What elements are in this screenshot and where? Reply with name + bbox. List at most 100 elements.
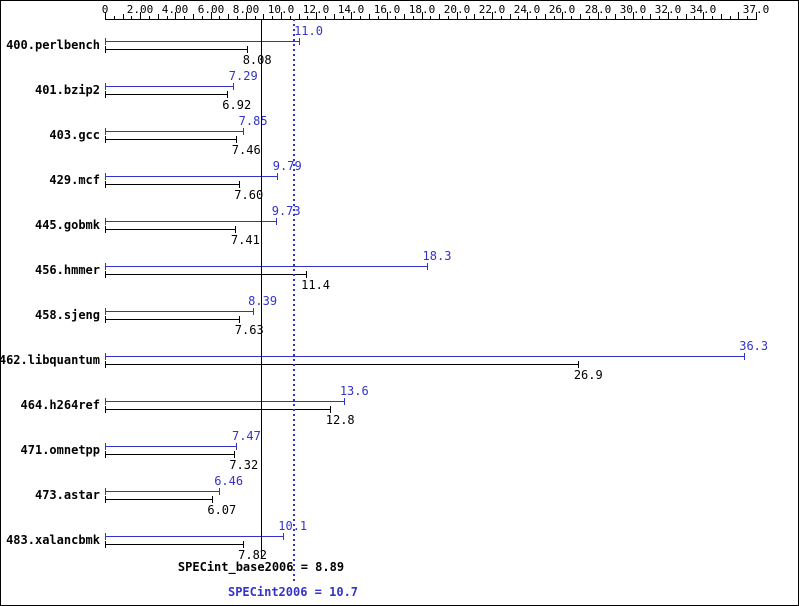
base-mean-annotation: SPECint_base2006 = 8.89 (177, 560, 345, 574)
x-axis-tick (316, 12, 317, 19)
peak-bar (105, 536, 283, 537)
peak-value-label: 11.0 (294, 24, 323, 38)
x-axis-tick (606, 16, 607, 19)
peak-bar-cap-left (105, 308, 106, 315)
x-axis-tick (404, 14, 405, 19)
x-axis-tick (387, 12, 388, 19)
x-axis-tick (756, 12, 757, 19)
base-value-label: 7.41 (230, 233, 260, 247)
peak-bar-cap-right (744, 353, 745, 360)
x-axis-tick-label: 26.0 (548, 3, 576, 16)
x-axis-tick (343, 16, 344, 19)
peak-mean-annotation: SPECint2006 = 10.7 (227, 585, 359, 599)
base-bar (105, 139, 236, 140)
x-axis-tick (439, 14, 440, 19)
peak-bar (105, 491, 219, 492)
benchmark-label: 458.sjeng (34, 308, 100, 322)
x-axis-tick-label: 22.0 (478, 3, 506, 16)
peak-bar-cap-right (277, 173, 278, 180)
x-axis-tick-label: 6.00 (197, 3, 225, 16)
base-value-label: 6.07 (207, 503, 237, 517)
base-value-label: 7.82 (238, 548, 268, 562)
x-axis-tick (334, 14, 335, 19)
base-bar-cap-left (105, 541, 106, 548)
benchmark-label: 403.gcc (49, 128, 100, 142)
x-axis-tick (738, 12, 739, 19)
x-axis-tick (413, 16, 414, 19)
x-axis-tick (624, 16, 625, 19)
x-axis-tick (105, 12, 106, 19)
base-value-label: 7.32 (229, 458, 259, 472)
base-bar (105, 274, 306, 275)
base-bar (105, 319, 239, 320)
peak-bar (105, 221, 276, 222)
peak-bar-cap-right (344, 398, 345, 405)
x-axis-tick (501, 16, 502, 19)
x-axis-tick (545, 14, 546, 19)
x-axis-tick (272, 16, 273, 19)
x-axis-tick (457, 12, 458, 19)
x-axis-tick (554, 16, 555, 19)
peak-bar-cap-right (283, 533, 284, 540)
x-axis-tick (237, 16, 238, 19)
x-axis-tick (211, 12, 212, 19)
reference-line-peak-mean (293, 19, 295, 583)
x-axis-tick (633, 12, 634, 19)
x-axis-tick-label: 4.00 (161, 3, 189, 16)
x-axis-tick (598, 12, 599, 19)
peak-value-label: 18.3 (422, 249, 452, 263)
peak-bar-cap-right (243, 128, 244, 135)
base-bar-cap-right (247, 46, 248, 53)
x-axis-tick (140, 12, 141, 19)
x-axis-tick (246, 12, 247, 19)
peak-value-label: 7.85 (238, 114, 268, 128)
x-axis-tick (615, 14, 616, 19)
x-axis-tick (149, 16, 150, 19)
peak-bar-cap-left (105, 488, 106, 495)
base-bar-cap-left (105, 181, 106, 188)
peak-bar (105, 311, 253, 312)
base-bar-cap-left (105, 271, 106, 278)
base-bar-cap-left (105, 46, 106, 53)
x-axis-tick (307, 16, 308, 19)
x-axis-tick (299, 14, 300, 19)
peak-bar-cap-left (105, 38, 106, 45)
base-bar-cap-left (105, 406, 106, 413)
x-axis-tick (712, 16, 713, 19)
base-bar-cap-left (105, 316, 106, 323)
base-value-label: 6.92 (222, 98, 252, 112)
peak-bar (105, 86, 233, 87)
base-bar-cap-right (330, 406, 331, 413)
benchmark-label: 400.perlbench (6, 38, 100, 52)
peak-bar-cap-left (105, 173, 106, 180)
base-bar-cap-right (234, 451, 235, 458)
peak-bar (105, 446, 236, 447)
x-axis-tick (255, 16, 256, 19)
x-axis-tick (193, 14, 194, 19)
x-axis-tick (158, 14, 159, 19)
x-axis-tick (659, 16, 660, 19)
peak-value-label: 13.6 (339, 384, 369, 398)
x-axis-tick (325, 16, 326, 19)
base-bar-cap-right (239, 181, 240, 188)
x-axis-tick (360, 16, 361, 19)
base-bar-cap-left (105, 496, 106, 503)
x-axis-tick (721, 14, 722, 19)
x-axis-tick (351, 12, 352, 19)
x-axis-tick-label: 32.0 (654, 3, 682, 16)
peak-bar (105, 131, 243, 132)
peak-bar-cap-left (105, 398, 106, 405)
x-axis-tick-label: 34.0 (689, 3, 717, 16)
x-axis-tick (518, 16, 519, 19)
peak-value-label: 6.46 (214, 474, 244, 488)
x-axis-tick-label: 20.0 (443, 3, 471, 16)
x-axis-tick (395, 16, 396, 19)
x-axis-tick-label: 10.0 (267, 3, 295, 16)
peak-bar-cap-right (276, 218, 277, 225)
base-bar-cap-right (578, 361, 579, 368)
peak-bar (105, 176, 277, 177)
base-bar (105, 409, 330, 410)
peak-bar-cap-left (105, 353, 106, 360)
base-bar (105, 454, 234, 455)
